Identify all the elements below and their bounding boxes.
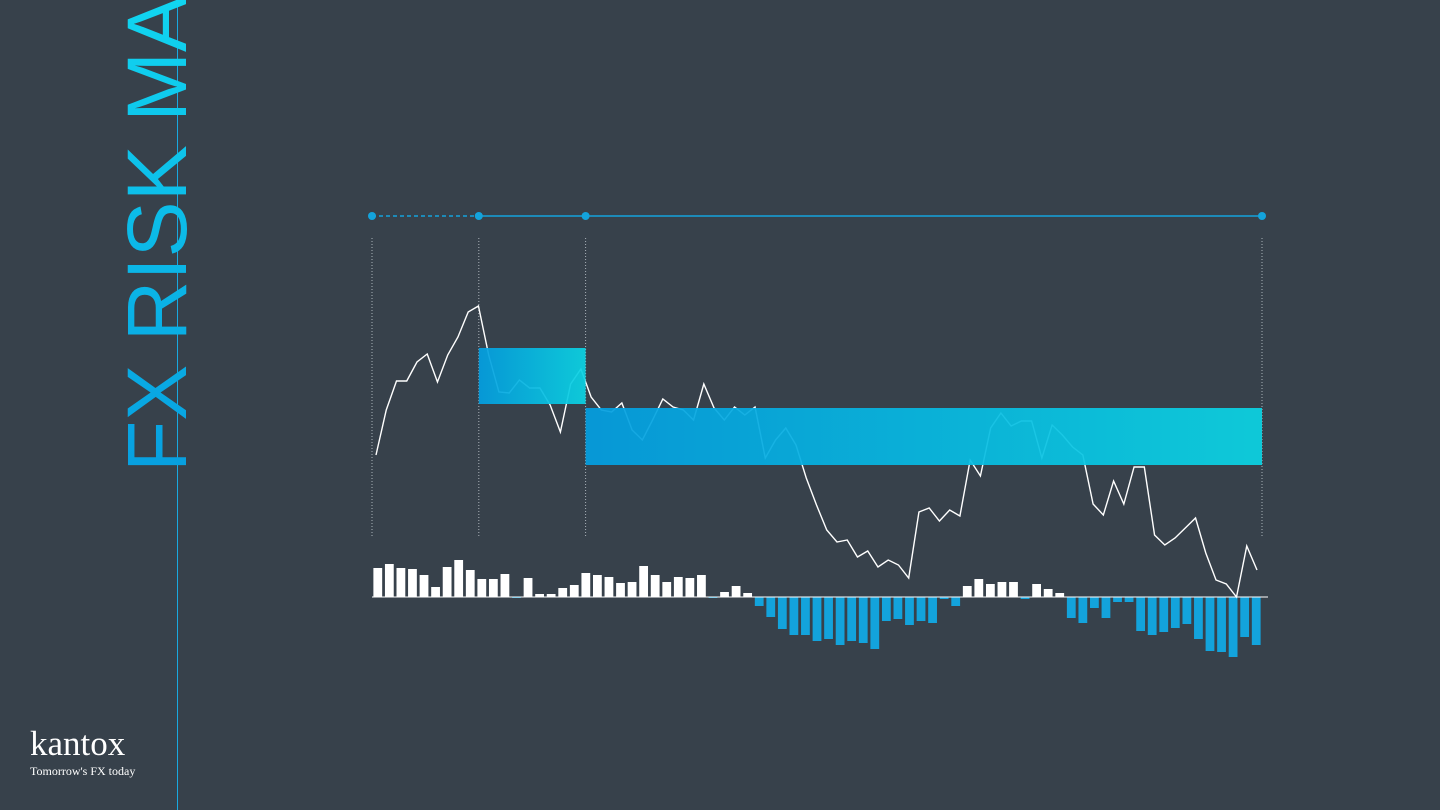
bar bbox=[1136, 597, 1146, 631]
bar bbox=[1159, 597, 1169, 632]
bar bbox=[731, 586, 741, 597]
bar bbox=[951, 597, 961, 606]
bar bbox=[1101, 597, 1111, 618]
bar bbox=[569, 585, 579, 597]
bar bbox=[801, 597, 810, 635]
bar bbox=[1251, 597, 1261, 645]
bar bbox=[997, 582, 1007, 597]
bar bbox=[488, 579, 498, 597]
bar bbox=[720, 592, 729, 597]
bar bbox=[1240, 597, 1250, 637]
bar bbox=[835, 597, 845, 645]
bar bbox=[639, 566, 649, 597]
bar bbox=[962, 586, 972, 597]
bar bbox=[1170, 597, 1180, 628]
bar bbox=[1032, 584, 1042, 597]
bar bbox=[858, 597, 868, 643]
bar bbox=[1147, 597, 1157, 635]
bar bbox=[928, 597, 937, 623]
bar bbox=[627, 582, 637, 597]
bar bbox=[408, 569, 417, 597]
bar bbox=[1043, 589, 1053, 597]
bar bbox=[1009, 582, 1018, 597]
bar bbox=[1090, 597, 1099, 608]
bar bbox=[939, 597, 949, 599]
bar bbox=[384, 564, 394, 597]
bar bbox=[697, 575, 706, 597]
bar bbox=[1228, 597, 1238, 657]
timeline-dot bbox=[1258, 212, 1266, 220]
bar bbox=[743, 593, 753, 597]
bar bbox=[581, 573, 591, 597]
bar bbox=[546, 594, 556, 597]
bar bbox=[916, 597, 926, 621]
bar bbox=[1217, 597, 1226, 652]
bar bbox=[905, 597, 914, 625]
brand: kantox bbox=[30, 724, 126, 763]
bar bbox=[766, 597, 776, 617]
bar bbox=[442, 567, 452, 597]
bar bbox=[1055, 593, 1065, 597]
bar bbox=[604, 577, 614, 597]
bar bbox=[396, 568, 406, 597]
bar bbox=[1020, 597, 1030, 599]
timeline-dot bbox=[581, 212, 590, 220]
bar bbox=[789, 597, 799, 635]
bar bbox=[812, 597, 822, 641]
bar bbox=[373, 568, 383, 597]
hedge-band bbox=[478, 348, 586, 404]
bar bbox=[824, 597, 833, 639]
timeline-dot bbox=[368, 212, 376, 220]
bar bbox=[1113, 597, 1122, 602]
bar bbox=[685, 578, 695, 597]
bar bbox=[650, 575, 660, 597]
bar bbox=[431, 587, 440, 597]
bar bbox=[1066, 597, 1076, 618]
plot bbox=[368, 212, 1268, 657]
title: FX RISK MAP bbox=[110, 0, 204, 472]
bar bbox=[477, 579, 487, 597]
hedge-band bbox=[585, 408, 1262, 465]
bar bbox=[754, 597, 764, 606]
bar bbox=[974, 579, 984, 597]
bar bbox=[893, 597, 903, 619]
bar bbox=[1124, 597, 1134, 602]
bar bbox=[870, 597, 880, 649]
bar bbox=[1194, 597, 1203, 639]
bar bbox=[881, 597, 891, 621]
bar bbox=[616, 583, 625, 597]
bar bbox=[985, 584, 995, 597]
bar bbox=[1205, 597, 1215, 651]
bar bbox=[465, 570, 475, 597]
bar bbox=[662, 582, 672, 597]
bar bbox=[535, 594, 544, 597]
bar bbox=[454, 560, 464, 597]
bar bbox=[1078, 597, 1088, 623]
timeline-dot bbox=[474, 212, 483, 220]
tagline: Tomorrow's FX today bbox=[30, 764, 135, 778]
bar bbox=[523, 578, 533, 597]
bar bbox=[777, 597, 787, 629]
bar bbox=[1182, 597, 1192, 624]
bar bbox=[419, 575, 429, 597]
bar bbox=[847, 597, 857, 641]
bar bbox=[673, 577, 683, 597]
bar bbox=[558, 588, 568, 597]
bar bbox=[500, 574, 510, 597]
bar bbox=[592, 575, 602, 597]
